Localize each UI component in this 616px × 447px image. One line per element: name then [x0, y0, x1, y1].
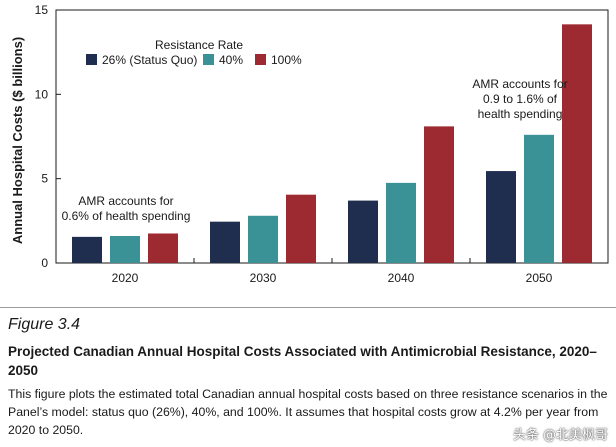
bar-2020-series-2 [148, 233, 178, 263]
chart-axes [55, 9, 609, 264]
bar-2030-series-0 [210, 221, 240, 263]
x-tick-label-2030: 2030 [250, 271, 277, 285]
bar-2040-series-1 [386, 182, 416, 263]
bar-chart: 0 5 10 15 Annual Hospital Costs ($ billions)… [10, 3, 609, 285]
figure-title: Projected Canadian Annual Hospital Costs… [8, 344, 597, 378]
legend-swatch-0 [86, 54, 97, 65]
annotation-1-line-0: AMR accounts for [472, 77, 567, 91]
bar-2030-series-1 [248, 215, 278, 263]
legend-entry-0: 26% (Status Quo) [102, 53, 197, 67]
y-tick-label-10: 10 [35, 87, 49, 101]
bar-2020-series-0 [72, 236, 102, 263]
figure-label: Figure 3.4 [8, 316, 81, 333]
x-tick-label-2050: 2050 [526, 271, 553, 285]
watermark-text: 头条 @北美枫哥 [512, 428, 608, 443]
x-tick-label-2040: 2040 [388, 271, 415, 285]
legend-swatch-1 [203, 54, 214, 65]
annotation-0-line-0: AMR accounts for [78, 194, 173, 208]
figure-description: This figure plots the estimated total Ca… [8, 387, 608, 437]
bar-2040-series-2 [424, 126, 454, 263]
legend-entry-2: 100% [271, 53, 302, 67]
annotation-1-line-1: 0.9 to 1.6% of [483, 92, 558, 106]
y-axis-label: Annual Hospital Costs ($ billions) [10, 37, 25, 244]
bar-2030-series-2 [286, 194, 316, 263]
chart-labels: 0 5 10 15 Annual Hospital Costs ($ billions)… [10, 3, 553, 285]
legend-swatch-2 [255, 54, 266, 65]
legend-title: Resistance Rate [155, 38, 243, 52]
bar-2050-series-2 [562, 24, 592, 263]
x-tick-label-2020: 2020 [112, 271, 139, 285]
bar-2050-series-0 [486, 171, 516, 263]
chart-bars [72, 24, 592, 263]
separator-rule [0, 307, 616, 308]
y-tick-label-0: 0 [41, 256, 48, 270]
annotation-1-line-2: health spending [478, 107, 563, 121]
bar-2020-series-1 [110, 236, 140, 263]
bar-2040-series-0 [348, 200, 378, 263]
y-tick-label-5: 5 [41, 172, 48, 186]
legend-entry-1: 40% [219, 53, 243, 67]
y-tick-label-15: 15 [35, 3, 49, 17]
annotation-0-line-1: 0.6% of health spending [62, 209, 191, 223]
bar-2050-series-1 [524, 134, 554, 263]
